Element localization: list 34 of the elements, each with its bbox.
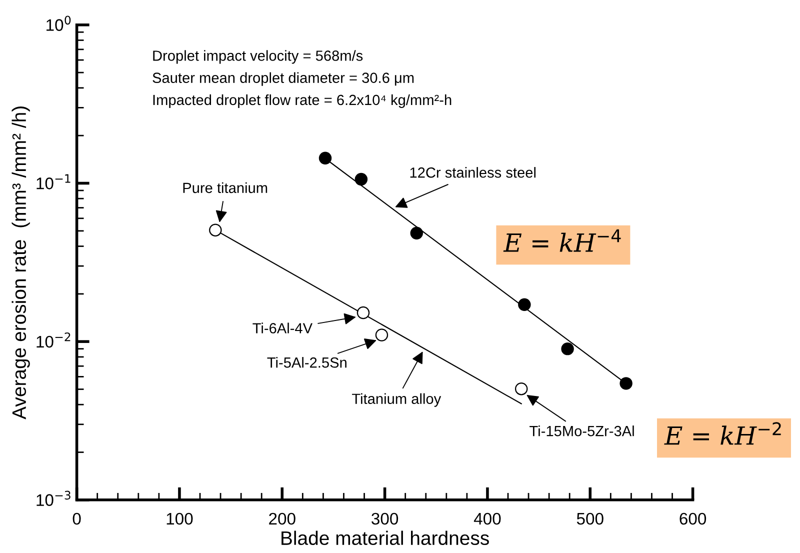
annotation: Pure titanium (183, 182, 268, 194)
x-tick-label: 400 (474, 512, 501, 525)
y-axis-title: Average erosion rate (mm³ /mm² /h) (12, 106, 30, 420)
annotation: Droplet impact velocity = 568m/s (153, 50, 363, 64)
point (356, 306, 370, 320)
y-tick-label: 10$^{−1}$ (36, 174, 70, 190)
x-tick-label: 0 (72, 512, 81, 525)
x-tick-label: 200 (269, 512, 296, 525)
point (318, 152, 332, 165)
y-tick-label: 10$^{0}$ (46, 16, 71, 31)
point (209, 224, 222, 236)
x-tick-label: 300 (372, 512, 398, 525)
point (561, 342, 574, 356)
annotation: Ti-5Al-2.5Sn (267, 357, 346, 368)
x-tick-label: 600 (680, 512, 706, 525)
point (410, 226, 423, 240)
x-tick-label: 500 (576, 512, 604, 525)
x-axis-title: Blade material hardness (282, 530, 489, 546)
annotation: Titanium alloy (352, 393, 442, 407)
annotation: Sauter mean droplet diameter = 30.6 μm (152, 72, 414, 86)
annotation: Ti-6Al-4V (252, 322, 312, 334)
y-tick-label: 10$^{−2}$ (36, 332, 70, 348)
point (514, 382, 528, 396)
y-tick-label: 10$^{−3}$ (36, 490, 70, 506)
x-tick-label: 100 (166, 512, 193, 525)
point (354, 172, 368, 186)
point (620, 377, 632, 390)
annotation: Impacted droplet flow rate = 6.2x10⁴ kg/mm²-h (153, 94, 452, 108)
annotation: E = kH$^{−4}$ (503, 229, 621, 252)
annotation: E = kH$^{−2}$ (664, 422, 781, 445)
point (375, 328, 388, 342)
annotation: Ti-15Mo-5Zr-3Al (530, 426, 634, 436)
point (518, 298, 531, 312)
annotation: 12Cr stainless steel (410, 167, 536, 178)
